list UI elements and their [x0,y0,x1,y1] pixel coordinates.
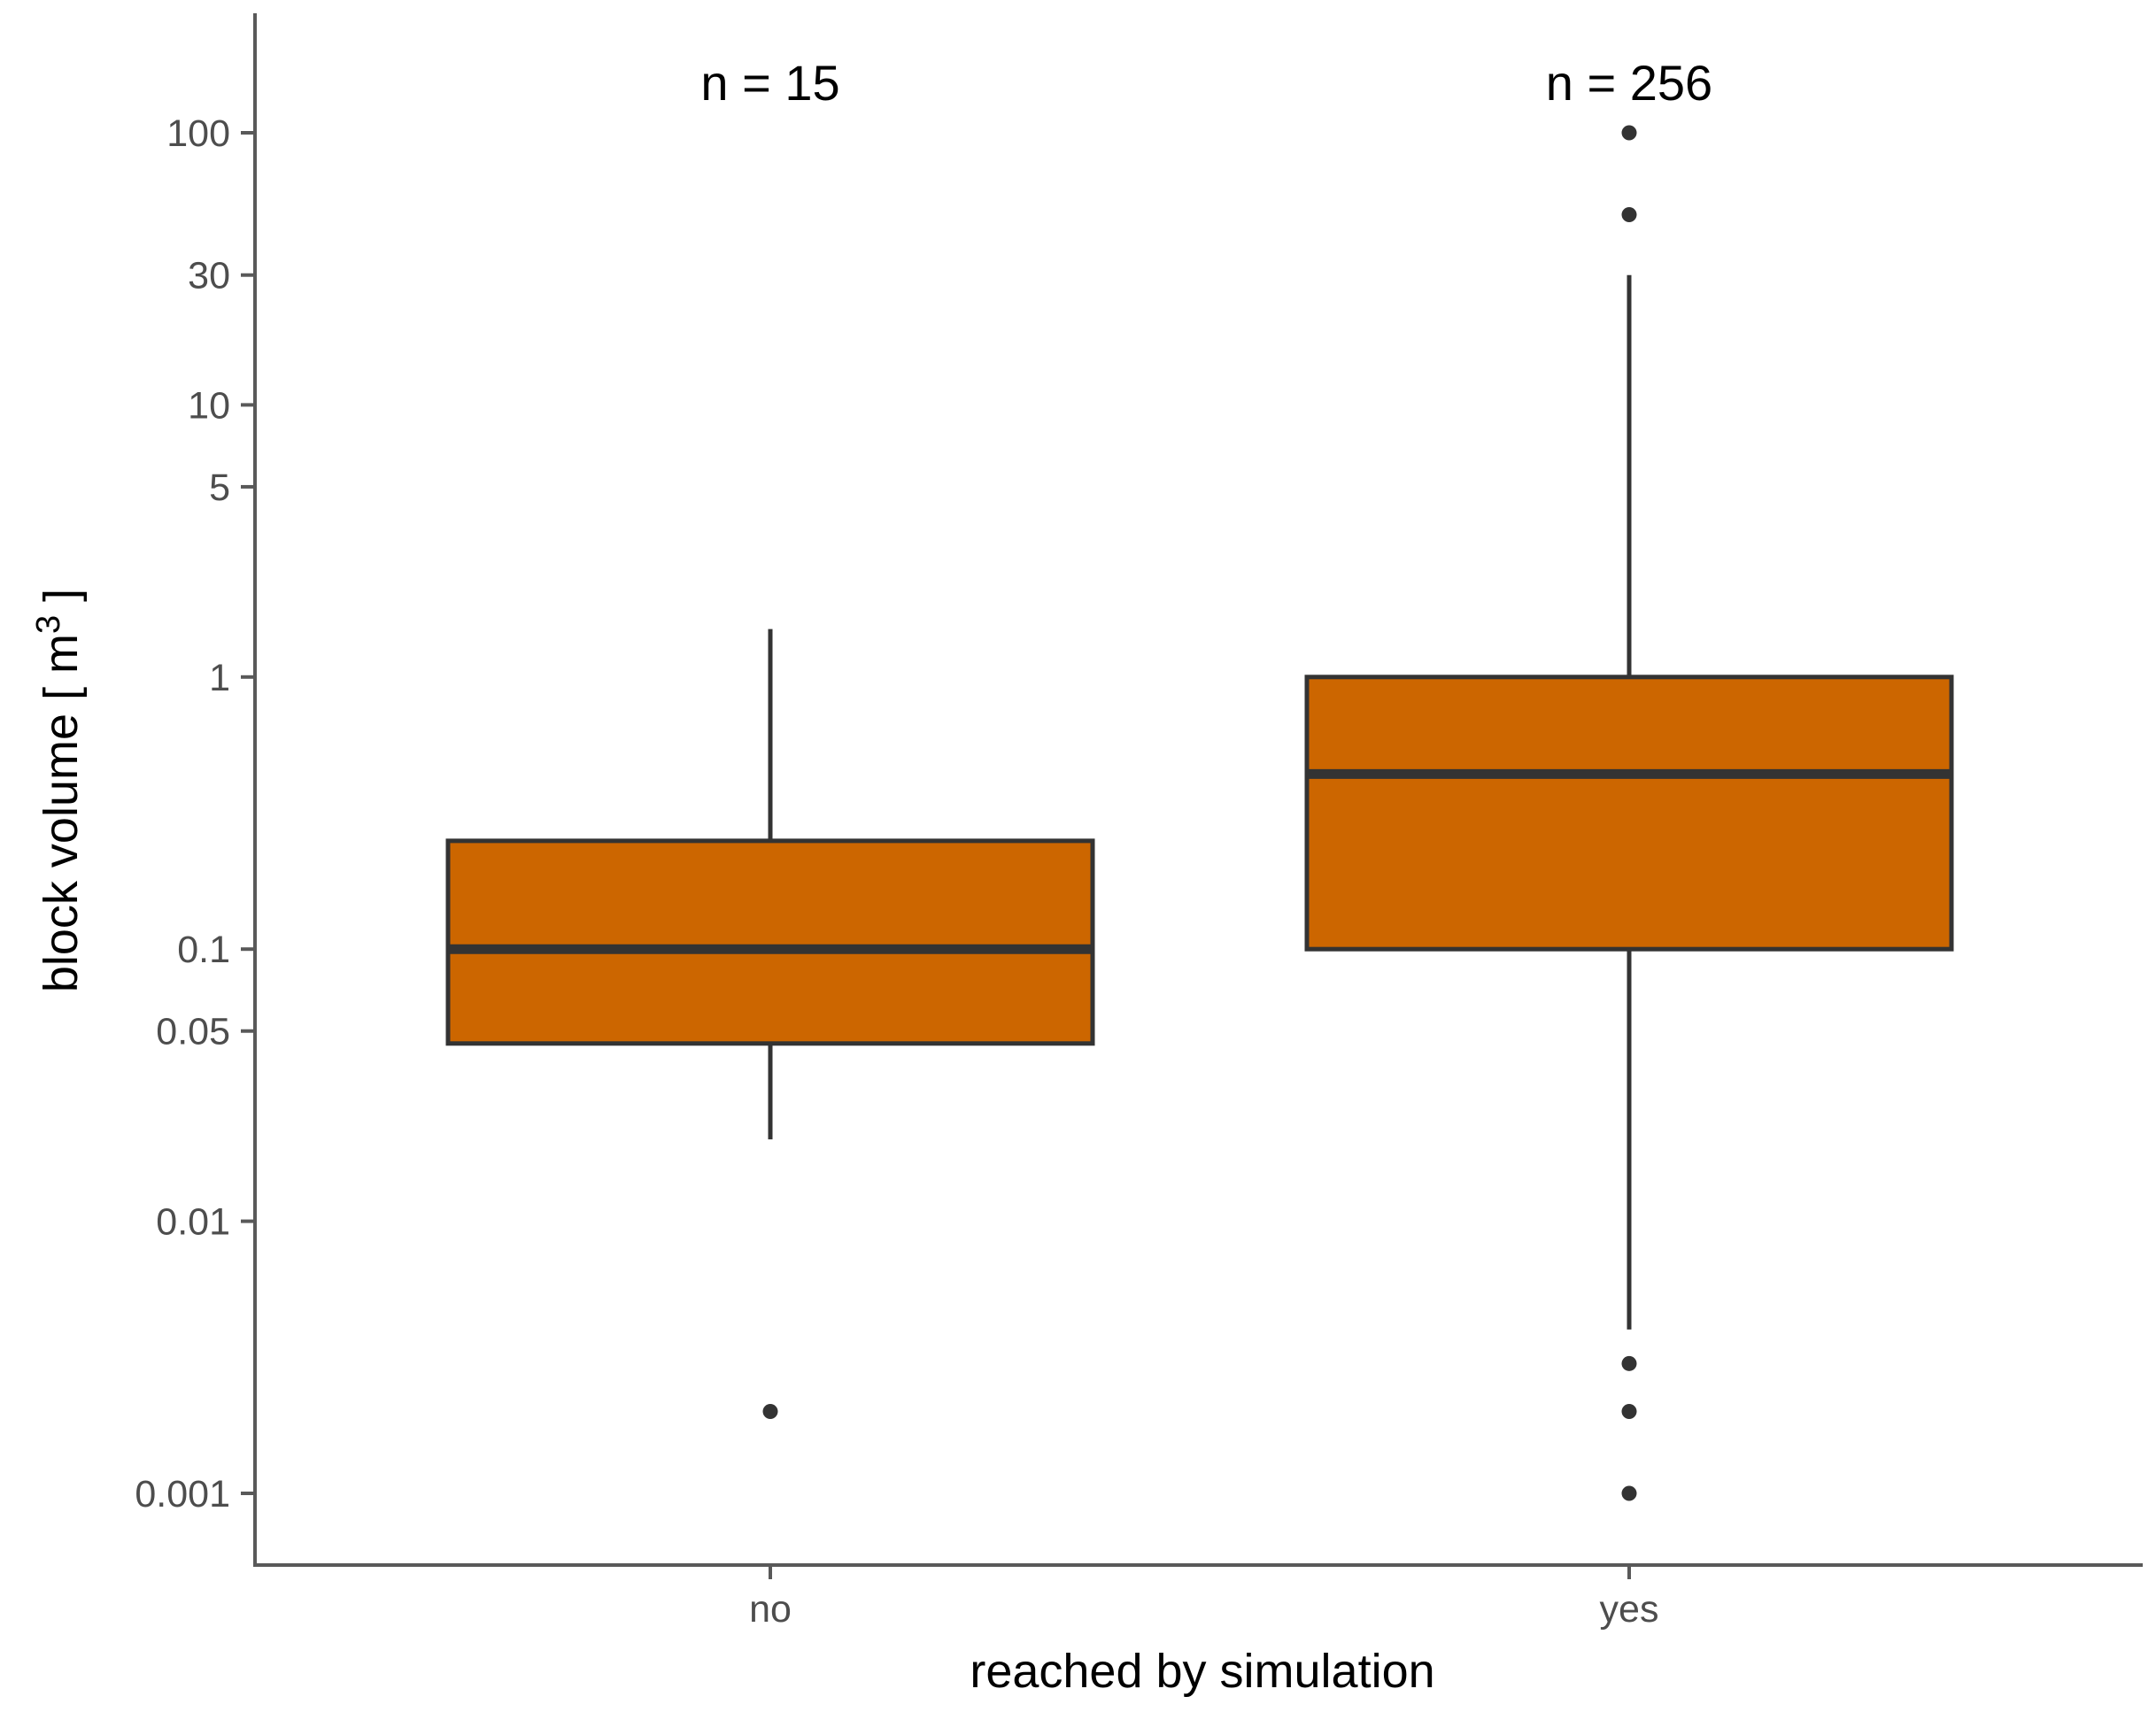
plot-area: n = 15 n = 256 [445,55,1954,1501]
y-tick-label: 5 [209,467,230,509]
y-tick-label: 0.1 [177,929,230,971]
outlier-point [1621,125,1637,141]
y-tick-label: 0.001 [135,1473,230,1515]
y-axis-title-suffix: ] [35,589,88,615]
axes: reached by simulation block volume [ m3 … [30,13,2143,1698]
x-tick-label: no [749,1588,792,1631]
box-group-no: n = 15 [445,55,1095,1419]
outlier-point [1621,207,1637,223]
box-iqr [445,838,1095,1046]
y-tick-label: 30 [188,255,230,297]
sample-size-label: n = 15 [700,55,839,111]
y-tick-label: 10 [188,384,230,427]
y-tick-label: 100 [166,112,230,155]
x-tick-label: yes [1600,1588,1659,1631]
x-axis-title: reached by simulation [970,1645,1434,1698]
y-axis-title: block volume [ m3 ] [30,589,88,992]
box-iqr [1304,675,1954,952]
y-axis-title-superscript: 3 [30,615,67,634]
y-tick-label: 1 [209,657,230,699]
y-tick-label: 0.01 [156,1201,230,1244]
outlier-point [762,1403,778,1419]
y-tick-label: 0.05 [156,1011,230,1053]
y-axis-title-main: block volume [ m [35,634,88,992]
outlier-point [1621,1355,1637,1371]
outlier-point [1621,1485,1637,1501]
outlier-point [1621,1403,1637,1419]
box-group-yes: n = 256 [1304,55,1954,1501]
sample-size-label: n = 256 [1546,55,1712,111]
